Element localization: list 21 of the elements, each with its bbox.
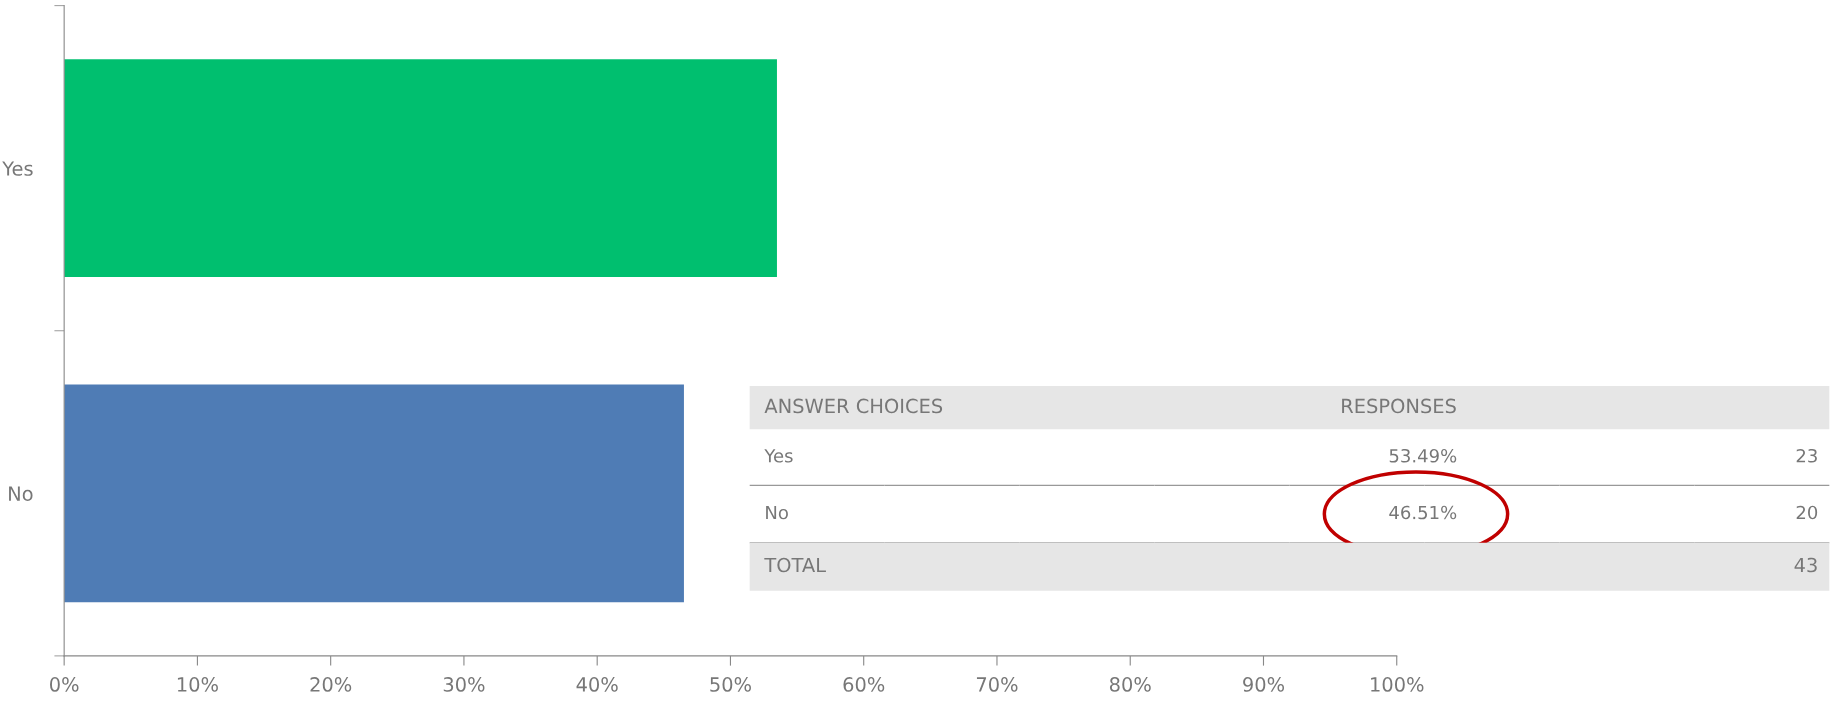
x-tick-label: 90% xyxy=(1243,677,1285,692)
data-label: 46.51% xyxy=(1389,505,1457,520)
x-tick-label: 70% xyxy=(976,677,1018,692)
x-tick-label: 30% xyxy=(443,677,485,692)
x-tick-label: 80% xyxy=(1109,677,1151,692)
x-tick-label: 10% xyxy=(177,677,218,692)
annotation: TOTAL xyxy=(764,557,826,573)
data-label: 53.49% xyxy=(1389,448,1457,463)
x-tick-label: 60% xyxy=(843,677,885,692)
text: 43 xyxy=(1794,557,1817,573)
category-label: No xyxy=(766,505,788,520)
text: 20 xyxy=(1796,505,1818,520)
category-label: Yes xyxy=(764,449,793,463)
annotation: RESPONSES xyxy=(1342,398,1456,414)
x-tick-label: 40% xyxy=(576,677,618,692)
x-tick-label: 100% xyxy=(1371,677,1424,692)
text: 23 xyxy=(1796,448,1817,463)
annotation: ANSWER CHOICES xyxy=(764,398,943,414)
x-tick-label: 50% xyxy=(710,677,751,692)
x-tick-label: 20% xyxy=(310,677,352,692)
x-tick-label: 0% xyxy=(50,677,79,692)
